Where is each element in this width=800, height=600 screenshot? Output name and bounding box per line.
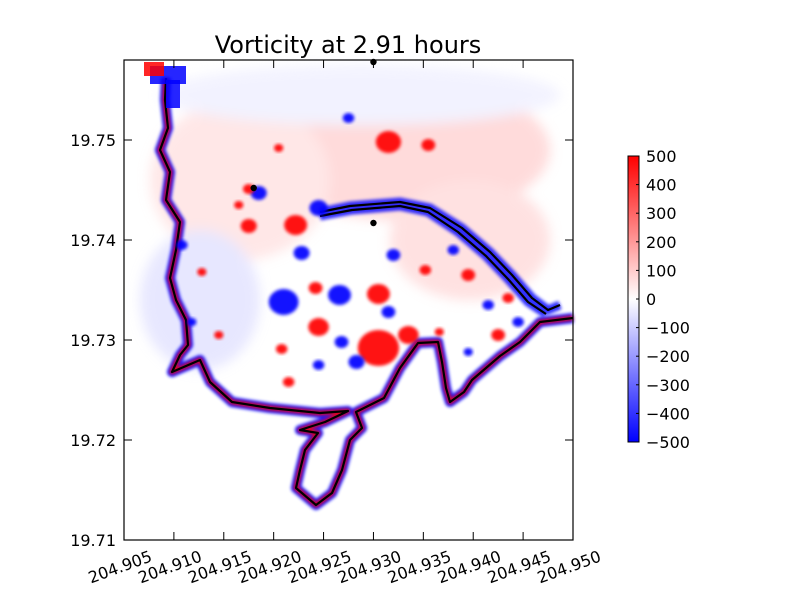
negative-vortex — [386, 249, 401, 261]
positive-vortex — [502, 293, 514, 303]
y-axis: 19.71 19.72 19.73 19.74 19.75 — [70, 131, 573, 550]
y-tick-label: 19.74 — [70, 231, 116, 250]
negative-vortex — [512, 317, 524, 327]
colorbar-tick-label: −400 — [646, 404, 690, 423]
negative-vortex — [381, 306, 396, 318]
positive-vortex — [275, 344, 288, 354]
wash-patch — [140, 230, 260, 370]
negative-vortex — [312, 360, 325, 370]
positive-vortex — [398, 326, 419, 344]
negative-vortex — [334, 336, 349, 348]
positive-vortex — [308, 282, 323, 294]
negative-vortex — [176, 240, 188, 250]
positive-vortex — [434, 328, 444, 336]
colorbar-tick-label: −500 — [646, 433, 690, 452]
plot-frame — [123, 59, 574, 541]
negative-vortex — [187, 318, 197, 326]
positive-vortex — [308, 318, 329, 336]
y-tick-label: 19.71 — [70, 531, 116, 550]
positive-vortex — [357, 330, 400, 366]
positive-vortex — [461, 269, 476, 281]
positive-vortex — [284, 215, 308, 235]
vortex-field — [176, 113, 524, 387]
negative-vortex — [447, 245, 460, 255]
negative-vortex — [463, 348, 473, 356]
wash-patch — [150, 100, 330, 260]
wash-patch — [160, 65, 560, 125]
positive-vortex — [421, 139, 436, 151]
positive-vortex — [274, 144, 284, 152]
breakwater — [319, 200, 561, 315]
y-tick-label: 19.75 — [70, 131, 116, 150]
positive-vortex — [491, 329, 506, 341]
positive-vortex — [240, 219, 257, 233]
colorbar-tick-label: 300 — [646, 204, 677, 223]
negative-vortex — [482, 300, 494, 310]
colorbar-tick-label: 0 — [646, 290, 656, 309]
plot-area — [123, 58, 574, 541]
background-wash — [140, 65, 560, 370]
negative-vortex — [328, 285, 351, 305]
negative-vortex — [293, 246, 310, 260]
noise-patch — [144, 62, 164, 76]
positive-vortex — [375, 131, 402, 153]
negative-vortex — [268, 289, 299, 315]
positive-vortex — [197, 268, 207, 276]
location-marker — [370, 219, 377, 227]
colorbar-tick-label: 200 — [646, 233, 677, 252]
colorbar: 500 400 300 200 100 0 −100 −200 −300 −400 −500 — [627, 147, 690, 452]
positive-vortex — [282, 377, 295, 387]
colorbar-tick-label: −100 — [646, 319, 690, 338]
coastline-band — [144, 62, 574, 510]
colorbar-tick-label: 500 — [646, 147, 677, 166]
colorbar-tick-label: 100 — [646, 261, 677, 280]
negative-vortex — [342, 113, 355, 123]
positive-vortex — [234, 201, 244, 209]
y-tick-label: 19.72 — [70, 431, 116, 450]
y-tick-label: 19.73 — [70, 331, 116, 350]
location-marker — [250, 184, 257, 192]
positive-vortex — [419, 265, 432, 275]
negative-vortex — [309, 200, 328, 216]
colorbar-tick-label: 400 — [646, 176, 677, 195]
positive-vortex — [214, 331, 224, 339]
colorbar-tick-label: −300 — [646, 376, 690, 395]
colorbar-tick-label: −200 — [646, 347, 690, 366]
positive-vortex — [366, 284, 390, 304]
colorbar-ticks: 500 400 300 200 100 0 −100 −200 −300 −400 −500 — [636, 147, 690, 452]
negative-vortex — [348, 355, 365, 369]
noise-patch — [166, 80, 180, 108]
chart-title: Vorticity at 2.91 hours — [215, 31, 482, 59]
coastline — [158, 77, 574, 507]
